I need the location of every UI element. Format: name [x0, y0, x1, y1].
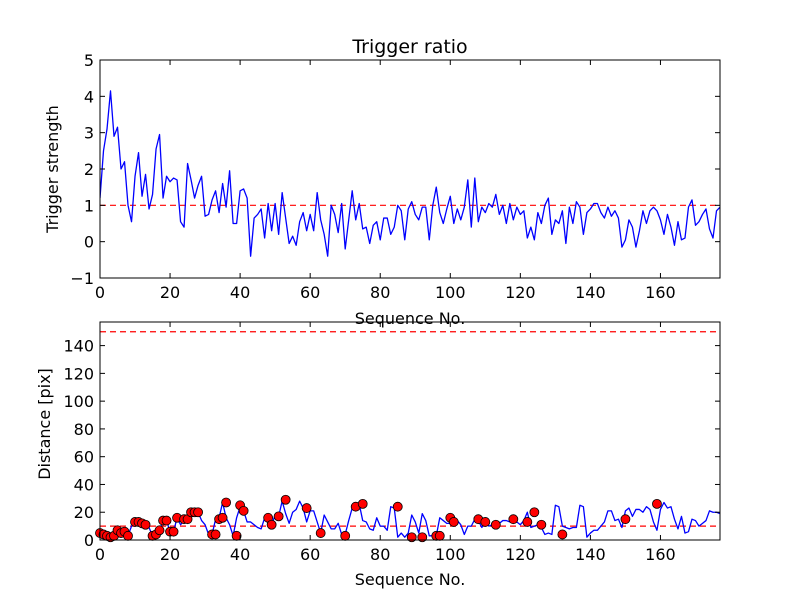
distance-xtick-label: 40 — [230, 545, 250, 564]
distance-xlabel: Sequence No. — [355, 570, 466, 589]
distance-ytick-label: 120 — [63, 364, 94, 383]
trigger-ratio-ytick-label: 4 — [84, 87, 94, 106]
distance-flagged-point — [161, 515, 172, 526]
trigger-ratio-xtick-label: 20 — [160, 283, 180, 302]
trigger-ratio-xtick-label: 80 — [370, 283, 390, 302]
trigger-ratio-ytick-label: 5 — [84, 51, 94, 70]
distance-flagged-point — [315, 528, 326, 538]
distance-frame — [99, 321, 721, 541]
distance-subplot: 0 20 40 60 80 100 120 140 160020406080100120140 … — [35, 321, 721, 589]
trigger-ratio-ytick-label: 2 — [84, 160, 94, 179]
distance-flagged-point — [536, 519, 547, 530]
distance-flagged-point — [557, 529, 568, 540]
distance-flagged-point — [154, 525, 165, 536]
trigger-ratio-xtick-label: 140 — [575, 283, 606, 302]
trigger-ratio-xtick-label: 40 — [230, 283, 250, 302]
distance-xtick-label: 0 — [95, 545, 105, 564]
trigger-ratio-subplot: Trigger ratio 0 20 40 60 80 100 120 140 160−1012… — [43, 36, 721, 328]
distance-flagged-point — [123, 530, 133, 541]
trigger-ratio-xtick-label: 0 — [95, 283, 105, 302]
distance-series-line — [100, 500, 720, 538]
distance-flagged-point — [529, 507, 540, 518]
distance-flagged-point — [480, 517, 491, 527]
distance-ylabel: Distance [pix] — [35, 368, 54, 480]
distance-flagged-point — [508, 514, 519, 525]
distance-flagged-point — [140, 519, 151, 530]
distance-xtick-label: 140 — [575, 545, 606, 564]
trigger-ratio-ytick-label: 1 — [84, 196, 94, 215]
distance-xtick-label: 80 — [370, 545, 390, 564]
distance-flagged-point — [193, 507, 203, 518]
distance-ytick-label: 40 — [74, 475, 94, 494]
distance-ytick-label: 100 — [63, 392, 94, 411]
trigger-ratio-xtick-label: 160 — [645, 283, 676, 302]
trigger-ratio-title: Trigger ratio — [351, 36, 467, 58]
distance-flagged-point — [417, 532, 428, 543]
distance-xtick-label: 20 — [160, 545, 180, 564]
trigger-ratio-xtick-label: 60 — [300, 283, 320, 302]
distance-ytick-label: 60 — [74, 448, 94, 467]
trigger-ratio-ytick-label: −1 — [70, 269, 94, 288]
distance-flagged-point — [238, 505, 249, 516]
trigger-ratio-xtick-label: 100 — [435, 283, 466, 302]
distance-flagged-point — [406, 532, 417, 543]
distance-flagged-point — [434, 530, 445, 541]
distance-flagged-point — [490, 519, 501, 530]
distance-flagged-point — [448, 517, 459, 527]
distance-flagged-point — [620, 514, 631, 525]
distance-flagged-point — [221, 497, 232, 508]
distance-flagged-point — [357, 498, 368, 509]
distance-ytick-label: 80 — [74, 420, 94, 439]
distance-flagged-point — [280, 494, 291, 505]
distance-ytick-label: 20 — [74, 503, 94, 522]
trigger-ratio-series-line — [100, 90, 720, 257]
distance-flagged-point — [301, 503, 312, 513]
distance-xtick-label: 100 — [435, 545, 466, 564]
distance-flagged-point — [652, 498, 662, 509]
trigger-ratio-ytick-label: 0 — [84, 233, 94, 252]
distance-flagged-point — [168, 526, 179, 537]
distance-flagged-point — [210, 529, 221, 540]
trigger-ratio-ylabel: Trigger strength — [43, 105, 62, 234]
distance-xtick-label: 120 — [505, 545, 536, 564]
distance-flagged-point — [273, 511, 284, 522]
trigger-ratio-xlabel: Sequence No. — [355, 309, 466, 328]
distance-flagged-point — [392, 501, 403, 512]
distance-ytick-label: 0 — [84, 531, 94, 550]
distance-flagged-point — [217, 512, 228, 523]
distance-flagged-point — [340, 530, 351, 541]
trigger-ratio-ytick-label: 3 — [84, 124, 94, 143]
distance-flagged-point — [266, 519, 277, 530]
distance-flagged-point — [522, 517, 533, 527]
distance-ytick-label: 140 — [63, 337, 94, 356]
distance-xtick-label: 160 — [645, 545, 676, 564]
distance-xtick-label: 60 — [300, 545, 320, 564]
trigger-ratio-xtick-label: 120 — [505, 283, 536, 302]
